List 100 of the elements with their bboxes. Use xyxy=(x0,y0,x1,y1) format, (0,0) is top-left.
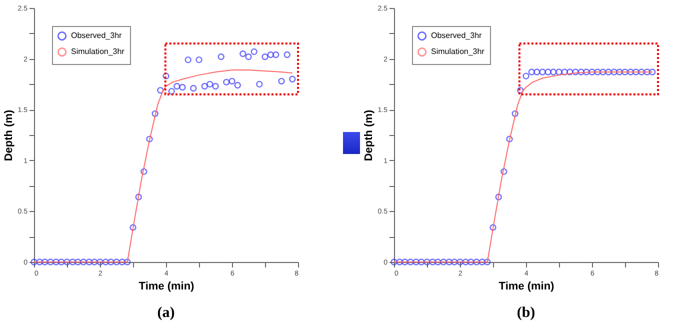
point xyxy=(638,68,646,76)
point xyxy=(611,68,618,76)
text: (b) xyxy=(517,305,536,321)
point xyxy=(572,68,580,76)
point xyxy=(468,258,474,266)
point xyxy=(272,51,280,58)
point xyxy=(179,84,186,91)
point xyxy=(218,53,224,60)
point xyxy=(644,68,651,76)
point xyxy=(118,258,126,266)
point xyxy=(545,68,552,76)
point xyxy=(168,88,175,95)
point xyxy=(267,51,274,58)
point xyxy=(146,136,153,142)
point xyxy=(58,258,65,266)
point xyxy=(228,78,236,84)
point xyxy=(512,110,519,117)
y-axis-title: Depth (m) xyxy=(2,110,15,162)
point xyxy=(102,258,109,266)
point xyxy=(135,194,142,200)
point xyxy=(262,53,268,60)
point xyxy=(413,258,420,266)
point xyxy=(600,68,606,76)
point xyxy=(628,68,634,76)
point xyxy=(124,258,131,266)
y-axis-title: Depth (m) xyxy=(363,110,376,162)
x-axis-title: Time (min) xyxy=(499,280,555,292)
point xyxy=(96,258,104,266)
point xyxy=(402,258,408,266)
point xyxy=(157,86,164,94)
point xyxy=(201,82,208,90)
point xyxy=(434,258,442,266)
point xyxy=(594,68,602,76)
point xyxy=(484,258,491,266)
point xyxy=(500,168,508,175)
point xyxy=(64,258,70,266)
point xyxy=(250,48,258,56)
point xyxy=(86,258,92,266)
line-series xyxy=(34,69,293,262)
point xyxy=(190,84,197,92)
point xyxy=(534,68,540,76)
point xyxy=(234,82,241,89)
point xyxy=(91,258,98,266)
point xyxy=(424,258,431,266)
point xyxy=(42,258,48,266)
point xyxy=(506,136,514,142)
point xyxy=(473,258,480,266)
point xyxy=(184,56,192,64)
point xyxy=(108,258,114,266)
point xyxy=(206,80,214,88)
point xyxy=(632,68,640,76)
legend-label: Simulation_3hr xyxy=(431,47,485,56)
x-axis-title: Time (min) xyxy=(138,280,195,292)
point xyxy=(396,258,404,266)
point xyxy=(162,72,170,80)
point xyxy=(496,194,502,200)
point xyxy=(616,68,623,76)
point xyxy=(556,68,563,76)
point xyxy=(140,168,148,175)
point xyxy=(240,50,246,58)
point xyxy=(284,51,290,58)
point xyxy=(456,258,464,266)
point xyxy=(430,258,436,266)
point xyxy=(130,224,136,231)
point xyxy=(152,110,158,117)
legend-label: Observed_3hr xyxy=(431,31,482,40)
point xyxy=(562,68,568,76)
legend-label: Simulation_3hr xyxy=(71,47,125,56)
point xyxy=(588,68,596,76)
point xyxy=(256,80,263,88)
point xyxy=(479,258,486,266)
point xyxy=(462,258,470,266)
point xyxy=(69,258,76,266)
point xyxy=(528,68,536,76)
point xyxy=(223,78,230,86)
point xyxy=(407,258,414,266)
point xyxy=(451,258,458,266)
point xyxy=(578,68,585,76)
point xyxy=(605,68,612,76)
point xyxy=(539,68,546,76)
point xyxy=(52,258,60,266)
point xyxy=(278,78,285,84)
point xyxy=(174,82,180,90)
point xyxy=(47,258,54,266)
text: (a) xyxy=(157,305,175,321)
point xyxy=(446,258,453,266)
point xyxy=(74,258,82,266)
point xyxy=(440,258,448,266)
point xyxy=(517,86,524,94)
point xyxy=(36,258,43,266)
point xyxy=(196,56,202,64)
point xyxy=(522,72,530,80)
line-series xyxy=(394,72,654,262)
point xyxy=(113,258,120,266)
point xyxy=(550,68,557,76)
point xyxy=(418,258,425,266)
point xyxy=(490,224,497,231)
point xyxy=(583,68,590,76)
point xyxy=(566,68,574,76)
point xyxy=(80,258,87,266)
